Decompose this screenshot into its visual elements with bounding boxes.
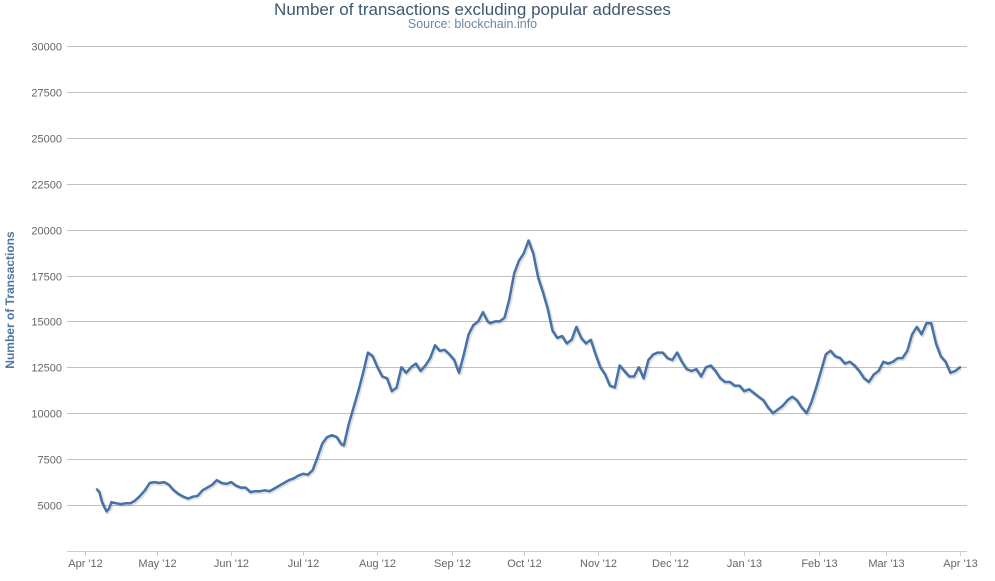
y-tick-label: 15000 [31, 317, 62, 329]
y-axis-label: Number of Transactions [3, 231, 17, 369]
y-tick-label: 12500 [31, 363, 62, 375]
x-tick-label: Feb '13 [801, 558, 837, 570]
y-axis-ticks: 5000 7500 10000 12500 15000 17500 20000 22500 25… [31, 42, 62, 513]
y-tick-label: 10000 [31, 409, 62, 421]
x-tick-label: Jun '12 [214, 558, 249, 570]
x-tick-label: Jul '12 [288, 558, 319, 570]
x-axis: Apr '12 May '12 Jun '12 Jul '12 Aug '12 Sep '… [67, 551, 978, 570]
x-tick-label: Apr '12 [68, 558, 103, 570]
y-tick-label: 20000 [31, 226, 62, 238]
x-tick-label: Mar '13 [868, 558, 904, 570]
series-line [95, 239, 962, 513]
x-tick-label: Apr '13 [943, 558, 978, 570]
x-tick-label: Jan '13 [727, 558, 762, 570]
series-group [95, 239, 963, 515]
y-tick-label: 30000 [31, 42, 62, 54]
series-line-shadow [96, 239, 963, 515]
x-tick-label: Aug '12 [359, 558, 396, 570]
x-tick-label: Nov '12 [580, 558, 617, 570]
y-tick-label: 27500 [31, 88, 62, 100]
x-tick-label: Dec '12 [652, 558, 689, 570]
x-tick-label: Oct '12 [507, 558, 542, 570]
chart-subtitle: Source: blockchain.info [407, 17, 538, 31]
y-tick-label: 7500 [38, 455, 62, 467]
y-tick-label: 25000 [31, 134, 62, 146]
y-tick-label: 17500 [31, 272, 62, 284]
y-tick-label: 5000 [38, 501, 62, 513]
y-tick-label: 22500 [31, 180, 62, 192]
grid-lines [67, 46, 967, 506]
x-tick-label: May '12 [138, 558, 176, 570]
x-tick-label: Sep '12 [434, 558, 471, 570]
chart-title: Number of transactions excluding popular… [274, 0, 671, 19]
